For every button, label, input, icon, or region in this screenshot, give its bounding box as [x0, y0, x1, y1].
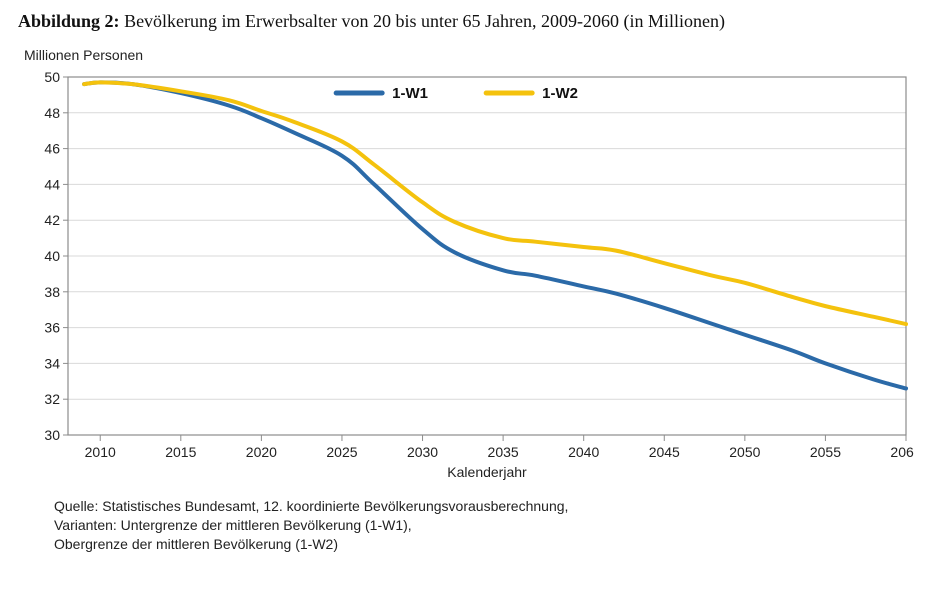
- x-tick-label: 2035: [488, 444, 519, 460]
- y-tick-label: 44: [44, 177, 60, 193]
- x-tick-label: 2020: [246, 444, 277, 460]
- line-chart: 30 32 34 36 38 40 42 44 46 48 50 2010 2015 2020 2025 20…: [24, 67, 914, 487]
- y-axis-label: Millionen Personen: [24, 47, 934, 63]
- x-tick-label: 2045: [649, 444, 680, 460]
- y-tick-label: 30: [44, 427, 60, 443]
- y-tick-label: 42: [44, 213, 60, 229]
- y-tick-label: 36: [44, 320, 60, 336]
- y-tick-label: 32: [44, 392, 60, 408]
- x-tick-label: 2010: [85, 444, 116, 460]
- y-tick-label: 46: [44, 141, 60, 157]
- notes-line-2: Varianten: Untergrenze der mittleren Bev…: [54, 516, 934, 535]
- x-tick-label: 2040: [568, 444, 599, 460]
- notes-line-1: Quelle: Statistisches Bundesamt, 12. koo…: [54, 497, 934, 516]
- x-tick-label: 2025: [326, 444, 357, 460]
- x-tick-label: 2050: [729, 444, 760, 460]
- chart-container: 30 32 34 36 38 40 42 44 46 48 50 2010 2015 2020 2025 20…: [24, 67, 914, 487]
- legend-label: 1-W1: [392, 85, 428, 102]
- figure-title-prefix: Abbildung 2:: [18, 11, 120, 31]
- y-tick-label: 48: [44, 105, 60, 121]
- figure-title-rest: Bevölkerung im Erwerbsalter von 20 bis u…: [120, 11, 725, 31]
- series-line-1-W2: [84, 83, 906, 325]
- figure-title: Abbildung 2: Bevölkerung im Erwerbsalter…: [18, 10, 934, 33]
- page: Abbildung 2: Bevölkerung im Erwerbsalter…: [0, 0, 952, 603]
- x-tick-label: 2030: [407, 444, 438, 460]
- y-tick-label: 40: [44, 248, 60, 264]
- x-tick-label: 2060: [890, 444, 914, 460]
- x-tick-label: 2015: [165, 444, 196, 460]
- x-tick-label: 2055: [810, 444, 841, 460]
- source-notes: Quelle: Statistisches Bundesamt, 12. koo…: [54, 497, 934, 554]
- x-axis-label: Kalenderjahr: [447, 464, 527, 480]
- y-tick-label: 34: [44, 356, 60, 372]
- y-tick-label: 38: [44, 284, 60, 300]
- y-tick-label: 50: [44, 69, 60, 85]
- notes-line-3: Obergrenze der mittleren Bevölkerung (1-…: [54, 535, 934, 554]
- legend-label: 1-W2: [542, 85, 578, 102]
